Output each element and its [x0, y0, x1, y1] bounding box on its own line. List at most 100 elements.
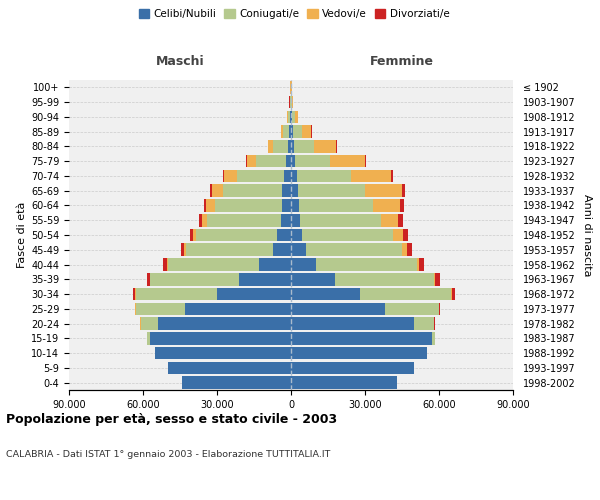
Bar [245, 155, 247, 168]
Bar [185, 302, 291, 315]
Bar [182, 376, 291, 389]
Bar [302, 126, 311, 138]
Bar [256, 155, 286, 168]
Bar [291, 362, 415, 374]
Text: CALABRIA - Dati ISTAT 1° gennaio 2003 - Elaborazione TUTTITALIA.IT: CALABRIA - Dati ISTAT 1° gennaio 2003 - … [6, 450, 331, 459]
Bar [155, 347, 291, 360]
Bar [436, 273, 440, 285]
Bar [402, 184, 405, 197]
Bar [297, 170, 352, 182]
Bar [295, 155, 330, 168]
Bar [268, 140, 273, 152]
Text: Maschi: Maschi [155, 55, 205, 68]
Bar [431, 332, 436, 344]
Bar [291, 126, 293, 138]
Bar [336, 140, 337, 152]
Bar [223, 170, 224, 182]
Bar [298, 184, 365, 197]
Bar [281, 126, 283, 138]
Bar [394, 228, 403, 241]
Bar [398, 214, 403, 226]
Bar [215, 199, 281, 212]
Bar [291, 110, 292, 123]
Bar [291, 376, 397, 389]
Bar [151, 332, 291, 344]
Bar [330, 155, 365, 168]
Bar [206, 214, 281, 226]
Bar [167, 362, 291, 374]
Bar [204, 199, 206, 212]
Bar [316, 258, 417, 271]
Bar [415, 318, 434, 330]
Bar [291, 140, 294, 152]
Bar [167, 258, 259, 271]
Bar [212, 184, 223, 197]
Bar [146, 332, 151, 344]
Bar [136, 288, 217, 300]
Bar [407, 244, 412, 256]
Bar [452, 288, 455, 300]
Bar [272, 244, 291, 256]
Bar [158, 318, 291, 330]
Bar [136, 302, 185, 315]
Bar [199, 214, 202, 226]
Bar [223, 184, 283, 197]
Bar [281, 214, 291, 226]
Bar [292, 96, 293, 108]
Bar [284, 170, 291, 182]
Bar [289, 126, 291, 138]
Bar [283, 184, 291, 197]
Bar [365, 184, 402, 197]
Bar [434, 273, 436, 285]
Text: Femmine: Femmine [370, 55, 434, 68]
Bar [281, 199, 291, 212]
Bar [288, 110, 290, 123]
Bar [365, 155, 366, 168]
Bar [291, 273, 335, 285]
Bar [292, 110, 295, 123]
Bar [291, 228, 302, 241]
Bar [259, 258, 291, 271]
Y-axis label: Fasce di età: Fasce di età [17, 202, 27, 268]
Bar [400, 199, 404, 212]
Bar [335, 273, 434, 285]
Bar [135, 302, 136, 315]
Bar [403, 228, 408, 241]
Y-axis label: Anni di nascita: Anni di nascita [582, 194, 592, 276]
Bar [294, 140, 314, 152]
Bar [288, 140, 291, 152]
Bar [291, 288, 360, 300]
Bar [210, 184, 212, 197]
Bar [291, 184, 298, 197]
Bar [291, 258, 316, 271]
Bar [283, 126, 289, 138]
Bar [299, 199, 373, 212]
Bar [237, 170, 284, 182]
Bar [381, 214, 398, 226]
Bar [133, 288, 136, 300]
Bar [163, 258, 167, 271]
Bar [391, 170, 393, 182]
Bar [352, 170, 391, 182]
Bar [217, 288, 291, 300]
Bar [239, 273, 291, 285]
Bar [290, 110, 291, 123]
Bar [291, 302, 385, 315]
Bar [273, 140, 288, 152]
Bar [196, 228, 277, 241]
Bar [184, 244, 186, 256]
Bar [224, 170, 237, 182]
Bar [190, 228, 193, 241]
Bar [291, 332, 431, 344]
Bar [291, 318, 415, 330]
Bar [202, 214, 206, 226]
Bar [302, 228, 394, 241]
Bar [151, 273, 239, 285]
Bar [291, 214, 299, 226]
Bar [247, 155, 256, 168]
Bar [439, 302, 440, 315]
Bar [306, 244, 402, 256]
Bar [193, 228, 196, 241]
Text: Popolazione per età, sesso e stato civile - 2003: Popolazione per età, sesso e stato civil… [6, 412, 337, 426]
Bar [291, 199, 299, 212]
